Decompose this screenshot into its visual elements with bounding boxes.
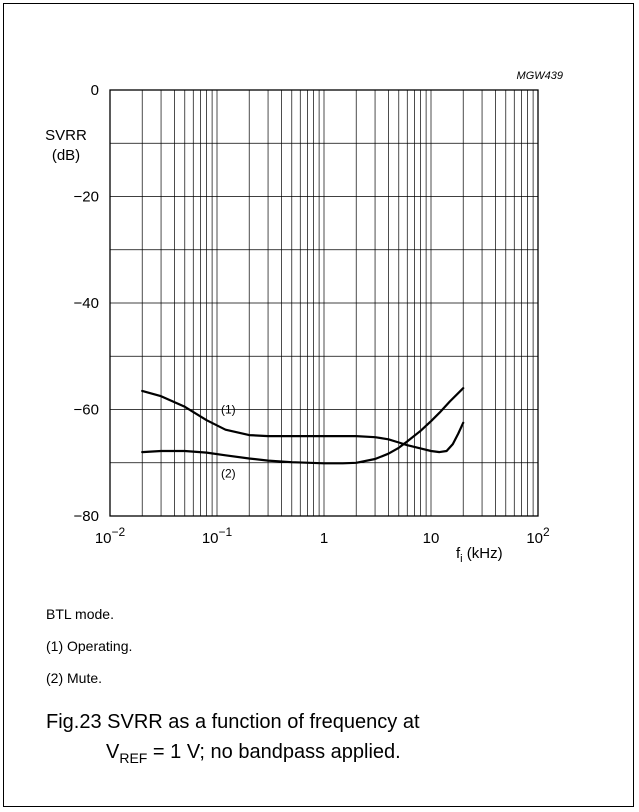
note-btl-mode: BTL mode. [46,606,114,622]
series-label-1: (1) [221,403,236,417]
y-axis-label-line1: SVRR [45,127,87,144]
plot-area [109,89,539,517]
note-mute: (2) Mute. [46,670,103,686]
x-tick-label: 10−2 [95,525,126,547]
y-tick-label: −60 [74,402,99,419]
figure-caption-line2: VREF = 1 V; no bandpass applied. [106,741,401,766]
y-tick-label: −40 [74,295,99,312]
x-tick-label: 10 [423,530,440,547]
y-tick-labels: 0 −20 −40 −60 −80 [74,82,99,525]
note-operating: (1) Operating. [46,638,133,654]
x-axis-label: fi (kHz) [456,545,503,565]
series-line-1 [141,389,465,454]
figure-caption-line1: Fig.23 SVRR as a function of frequency a… [46,711,420,733]
series-label-2: (2) [221,466,236,480]
x-tick-label: 102 [526,525,550,547]
y-tick-label: 0 [91,82,99,99]
series-line-2 [141,387,465,465]
figure-id-label: MGW439 [517,70,563,82]
y-tick-label: −20 [74,189,99,206]
figure-frame [3,3,634,807]
x-tick-label: 10−1 [202,525,233,547]
x-tick-label: 1 [320,530,328,547]
y-axis-label-line2: (dB) [52,147,80,164]
y-tick-label: −80 [74,508,99,525]
x-tick-labels: 10−2 10−1 1 10 102 [95,525,550,547]
series-layer: (1) (2) [141,387,465,480]
